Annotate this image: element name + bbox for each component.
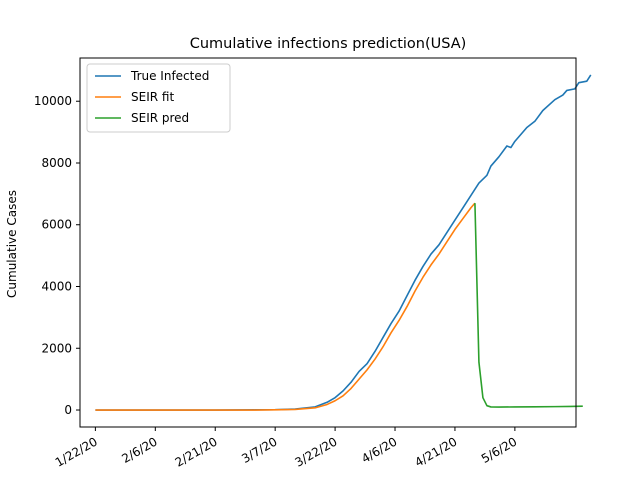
plot-area (95, 74, 592, 411)
series-line-0 (95, 74, 592, 411)
legend-box (86, 63, 231, 133)
y-axis: 0 2000 4000 6000 8000 10000 (34, 94, 80, 417)
legend: True Infected SEIR fit SEIR pred (86, 63, 231, 133)
series-line-1 (95, 202, 476, 411)
y-axis-label: Cumulative Cases (5, 190, 19, 298)
legend-label-0: True Infected (130, 69, 209, 83)
y-tick-label: 0 (64, 403, 72, 417)
series-line-2 (474, 203, 583, 408)
plot-frame (79, 57, 577, 428)
y-tick-label: 8000 (41, 156, 72, 170)
legend-label-1: SEIR fit (131, 90, 174, 104)
chart-title: Cumulative infections prediction(USA) (190, 36, 467, 52)
y-tick-label: 6000 (41, 218, 72, 232)
y-tick-label: 2000 (41, 341, 72, 355)
y-tick-label: 10000 (34, 94, 72, 108)
legend-label-2: SEIR pred (131, 111, 189, 125)
y-tick-label: 4000 (41, 280, 72, 294)
